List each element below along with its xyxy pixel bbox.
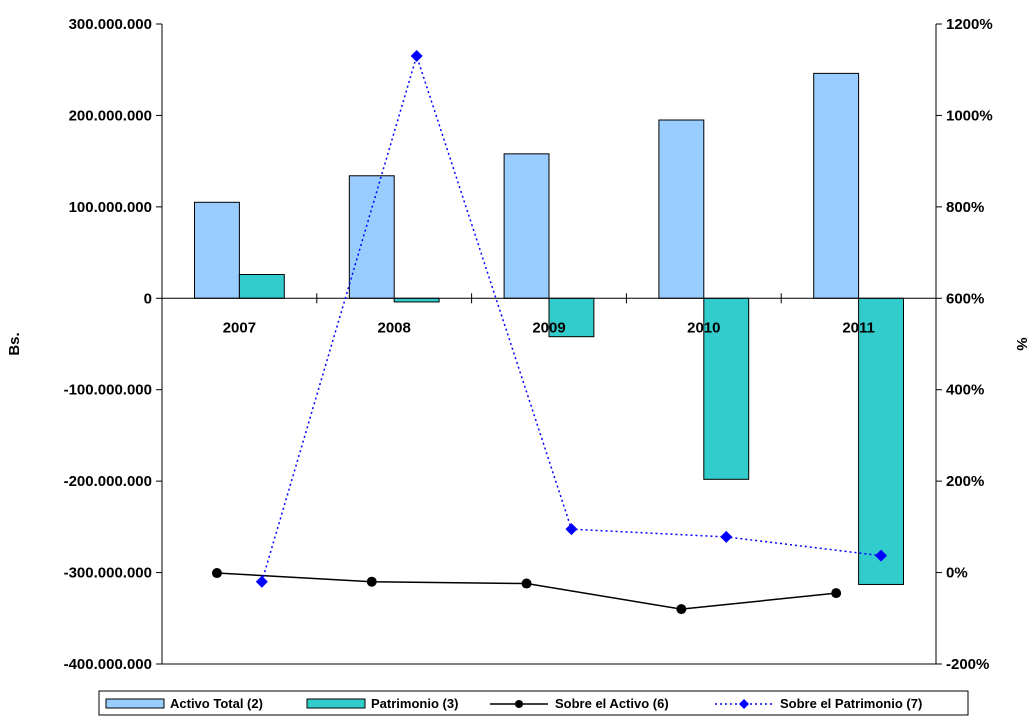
right-tick-label: 1000% <box>946 107 993 124</box>
legend-marker-sobre-activo <box>515 700 523 708</box>
right-tick-label: 1200% <box>946 16 993 33</box>
line-sobre-activo <box>216 572 837 610</box>
category-labels: 2007 2008 2009 2010 2011 <box>223 319 875 336</box>
right-tick-label: 200% <box>946 473 984 490</box>
right-axis-title: % <box>1013 337 1030 350</box>
category-axis <box>161 293 937 304</box>
bar-activo-total <box>348 175 395 299</box>
point-sobre-activo <box>676 604 687 615</box>
bar-patrimonio <box>548 297 595 338</box>
category-label: 2011 <box>842 319 875 336</box>
right-tick-label: 600% <box>946 290 984 307</box>
bars <box>194 72 904 585</box>
point-sobre-patrimonio <box>255 575 268 588</box>
bar-activo-total <box>503 153 550 299</box>
right-tick-label: -200% <box>946 656 989 673</box>
line-series <box>211 50 888 615</box>
legend-swatch-patrimonio <box>306 698 366 709</box>
plot-area <box>161 24 937 665</box>
legend-label-patrimonio: Patrimonio (3) <box>371 696 458 711</box>
legend-label-activo: Activo Total (2) <box>170 696 263 711</box>
bar-patrimonio <box>703 297 750 480</box>
point-sobre-patrimonio <box>565 523 578 536</box>
bar-patrimonio <box>238 274 285 299</box>
legend: Activo Total (2) Patrimonio (3) Sobre el… <box>98 690 969 716</box>
bar-activo-total <box>658 119 705 299</box>
left-tick-label: 100.000.000 <box>69 199 152 216</box>
left-tick-label: 300.000.000 <box>69 16 152 33</box>
category-label: 2010 <box>687 319 720 336</box>
bar-patrimonio <box>858 297 904 585</box>
left-axis-ticks: 300.000.000 200.000.000 100.000.000 0 -100.0… <box>64 16 162 673</box>
left-tick-label: -400.000.000 <box>64 656 152 673</box>
legend-frame <box>98 690 969 716</box>
right-tick-label: 0% <box>946 565 968 582</box>
legend-label-sobre-patrimonio: Sobre el Patrimonio (7) <box>780 696 922 711</box>
right-tick-label: 800% <box>946 199 984 216</box>
left-tick-label: 200.000.000 <box>69 107 152 124</box>
category-label: 2009 <box>532 319 565 336</box>
legend-swatch-activo <box>105 698 165 709</box>
point-sobre-activo <box>831 588 842 599</box>
point-sobre-patrimonio <box>875 549 888 562</box>
point-sobre-patrimonio <box>410 50 423 62</box>
legend-marker-sobre-patrimonio <box>739 699 749 709</box>
left-tick-label: -300.000.000 <box>64 565 152 582</box>
right-axis-ticks: 1200% 1000% 800% 600% 400% 200% 0% -200% <box>936 16 993 673</box>
left-tick-label: -100.000.000 <box>64 382 152 399</box>
left-axis-title: Bs. <box>6 332 23 355</box>
legend-label-sobre-activo: Sobre el Activo (6) <box>555 696 669 711</box>
category-label: 2007 <box>223 319 256 336</box>
bar-patrimonio <box>393 297 440 303</box>
left-tick-label: 0 <box>144 290 152 307</box>
point-sobre-patrimonio <box>720 530 733 543</box>
category-label: 2008 <box>378 319 411 336</box>
point-sobre-activo <box>521 578 532 589</box>
point-sobre-activo <box>366 576 377 587</box>
left-tick-label: -200.000.000 <box>64 473 152 490</box>
bar-activo-total <box>194 201 240 299</box>
point-sobre-activo <box>211 568 222 579</box>
right-tick-label: 400% <box>946 382 984 399</box>
bar-activo-total <box>813 72 860 299</box>
